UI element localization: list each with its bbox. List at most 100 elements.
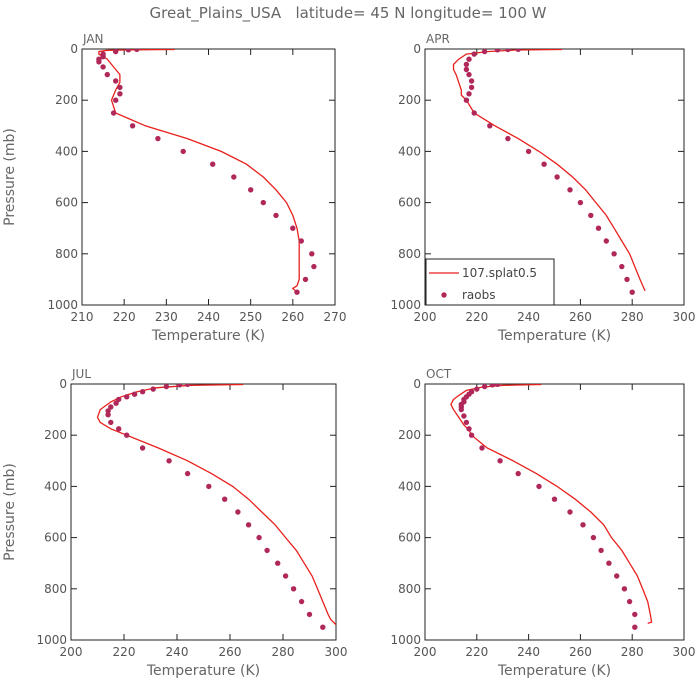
x-tick-label: 260: [569, 645, 592, 659]
raobs-point: [466, 91, 472, 97]
raobs-point: [624, 276, 630, 283]
raobs-point: [184, 470, 191, 477]
x-tick-label: 220: [465, 645, 488, 659]
raobs-point: [463, 97, 470, 103]
panel-oct: OCT 200 220 240 260 280 300 0 200 400 600 800 1000 Te…: [390, 367, 695, 679]
x-tick-label: 220: [465, 310, 488, 324]
x-tick-label: 220: [113, 310, 136, 324]
raobs-point: [614, 573, 620, 579]
raobs-point: [590, 534, 597, 541]
x-tick-label: 250: [239, 310, 262, 324]
y-tick-label: 400: [398, 144, 421, 158]
raobs-point: [466, 71, 472, 78]
raobs-point: [603, 238, 609, 244]
raobs-point: [231, 174, 237, 180]
raobs-point: [104, 71, 111, 78]
x-tick-label: 240: [517, 645, 540, 659]
data-layer: [96, 384, 336, 630]
raobs-point: [129, 123, 136, 129]
panel-apr: APR 200 220 240 260 280 300 0 200 400 600 800 1000 Te…: [390, 32, 695, 344]
raobs-point: [124, 432, 130, 438]
raobs-point: [489, 384, 495, 388]
raobs-point: [468, 432, 475, 438]
raobs-point: [497, 458, 503, 464]
raobs-point: [298, 238, 304, 244]
raobs-point: [320, 624, 326, 630]
raobs-point: [611, 251, 617, 257]
raobs-point: [466, 426, 472, 432]
raobs-point: [155, 135, 161, 142]
raobs-point: [131, 391, 138, 397]
y-tick-label: 600: [55, 196, 78, 210]
raobs-point: [210, 161, 216, 167]
raobs-point: [629, 289, 635, 295]
raobs-point: [481, 49, 488, 55]
raobs-point: [471, 110, 477, 116]
model-profile-line: [452, 49, 646, 292]
x-tick-label: 300: [673, 645, 696, 659]
data-layer: [450, 384, 653, 630]
panel-jul: JUL 200 220 240 260 280 300 0 200 400 600 800 1000 Te…: [2, 367, 347, 679]
raobs-point: [139, 445, 146, 451]
y-tick-label: 400: [398, 479, 421, 493]
panels: JAN 210 220 230 240 250 260 270 0 200 400 600 800 100…: [2, 32, 695, 679]
raobs-point: [113, 400, 119, 406]
y-tick-label: 600: [398, 196, 421, 210]
raobs-point: [116, 396, 122, 403]
x-tick-label: 260: [281, 310, 304, 324]
data-layer: [96, 49, 317, 295]
y-tick-label: 800: [398, 582, 421, 596]
x-axis-title: Temperature (K): [497, 328, 611, 344]
x-tick-label: 280: [621, 645, 644, 659]
raobs-point: [515, 470, 521, 477]
raobs-point: [282, 573, 289, 579]
raobs-point: [248, 187, 254, 193]
raobs-point: [632, 611, 638, 618]
raobs-point: [463, 419, 470, 426]
y-tick-label: 800: [55, 247, 78, 261]
y-tick-label: 0: [59, 377, 67, 391]
raobs-point: [580, 522, 586, 528]
y-tick-label: 200: [398, 93, 421, 107]
raobs-point: [306, 611, 313, 618]
x-tick-label: 200: [414, 310, 437, 324]
plot-frame: [424, 383, 685, 641]
raobs-point: [206, 483, 212, 490]
panel-label: JUL: [71, 367, 91, 381]
x-tick-label: 240: [197, 310, 220, 324]
raobs-point: [481, 384, 488, 390]
y-tick-label: 200: [55, 93, 78, 107]
raobs-point: [163, 384, 170, 390]
raobs-point: [134, 49, 140, 52]
raobs-point: [110, 110, 117, 116]
raobs-point: [598, 547, 604, 554]
model-profile-line: [450, 384, 653, 625]
legend-marker-swatch: [441, 292, 447, 298]
x-tick-label: 240: [166, 645, 189, 659]
panel-label: OCT: [426, 367, 452, 381]
raobs-point: [105, 412, 111, 418]
y-tick-label: 800: [398, 247, 421, 261]
raobs-point: [311, 263, 317, 270]
panel-label: JAN: [82, 32, 104, 46]
legend-label-model: 107.splat0.5: [462, 266, 537, 280]
figure-title: Great_Plains_USA latitude= 45 N longitud…: [150, 4, 547, 23]
raobs-point: [302, 276, 309, 283]
raobs-point: [505, 49, 511, 53]
raobs-point: [113, 97, 119, 103]
raobs-point: [621, 586, 628, 592]
raobs-point: [474, 386, 480, 392]
raobs-point: [309, 251, 315, 257]
y-tick-label: 0: [413, 42, 421, 56]
x-tick-label: 300: [673, 310, 696, 324]
y-tick-label: 1000: [390, 633, 421, 647]
raobs-point: [105, 408, 111, 414]
raobs-point: [619, 263, 625, 270]
y-tick-label: 800: [44, 582, 67, 596]
raobs-point: [113, 78, 119, 84]
x-tick-label: 200: [60, 645, 83, 659]
y-tick-label: 1000: [36, 633, 67, 647]
raobs-point: [124, 394, 130, 400]
x-axis-title: Temperature (K): [146, 663, 260, 679]
